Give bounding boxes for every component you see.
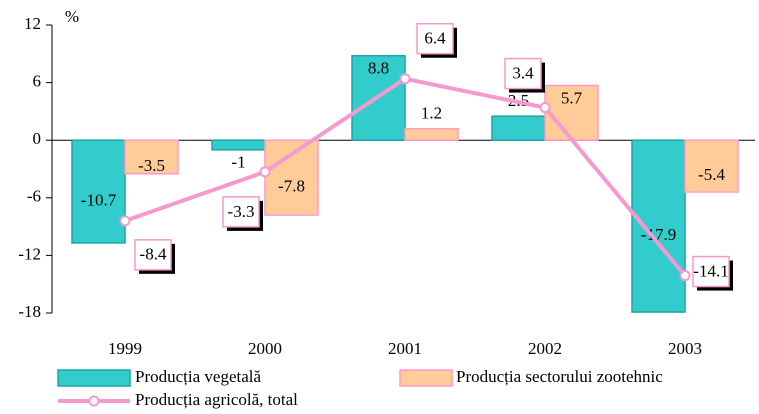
data-label: 1.2 bbox=[421, 104, 442, 123]
legend-swatch bbox=[399, 369, 453, 387]
y-axis-label: % bbox=[65, 7, 79, 26]
line-marker bbox=[399, 73, 411, 85]
bar bbox=[124, 139, 179, 175]
bar bbox=[491, 115, 546, 141]
y-tick-label: -18 bbox=[18, 302, 41, 321]
data-label: 5.7 bbox=[561, 88, 583, 107]
data-label: -7.8 bbox=[278, 177, 305, 196]
legend-label: Producția vegetală bbox=[135, 367, 261, 386]
label-box bbox=[134, 239, 172, 271]
data-label: 8.8 bbox=[368, 59, 389, 78]
bar bbox=[211, 139, 266, 151]
data-label: -3.5 bbox=[138, 156, 165, 175]
data-label: 3.4 bbox=[512, 63, 534, 82]
line-marker bbox=[679, 270, 691, 282]
data-label: -17.9 bbox=[641, 225, 676, 244]
data-label: 6.4 bbox=[424, 29, 446, 48]
y-tick-label: -6 bbox=[27, 187, 41, 206]
data-label: -5.4 bbox=[698, 165, 725, 184]
label-box bbox=[222, 196, 260, 228]
y-tick-label: 6 bbox=[33, 72, 42, 91]
bar bbox=[71, 139, 126, 244]
bar bbox=[544, 84, 599, 141]
label-box bbox=[416, 23, 454, 55]
bar bbox=[404, 127, 459, 141]
data-label: -8.4 bbox=[140, 245, 167, 264]
legend-label: Producția sectorului zootehnic bbox=[456, 367, 663, 386]
x-tick-label: 2002 bbox=[528, 339, 562, 358]
bar bbox=[684, 139, 739, 193]
data-label: -14.1 bbox=[693, 261, 728, 280]
x-tick-label: 2003 bbox=[668, 339, 702, 358]
label-box bbox=[504, 57, 542, 90]
x-tick-label: 2000 bbox=[248, 339, 282, 358]
line-marker bbox=[259, 166, 271, 178]
x-tick-label: 1999 bbox=[108, 339, 142, 358]
y-tick-label: 0 bbox=[33, 129, 42, 148]
bar bbox=[631, 139, 686, 313]
label-box bbox=[692, 255, 730, 288]
data-label: -3.3 bbox=[228, 202, 255, 221]
legend-swatch bbox=[57, 369, 131, 387]
data-label: -10.7 bbox=[81, 190, 117, 209]
legend-label: Producția agricolă, total bbox=[135, 390, 298, 409]
data-label: -1 bbox=[231, 153, 245, 172]
x-tick-label: 2001 bbox=[388, 339, 422, 358]
y-tick-label: -12 bbox=[18, 244, 41, 263]
line-marker bbox=[119, 215, 131, 227]
y-tick-label: 12 bbox=[24, 14, 41, 33]
line-marker bbox=[539, 102, 551, 114]
legend-marker bbox=[88, 395, 100, 407]
